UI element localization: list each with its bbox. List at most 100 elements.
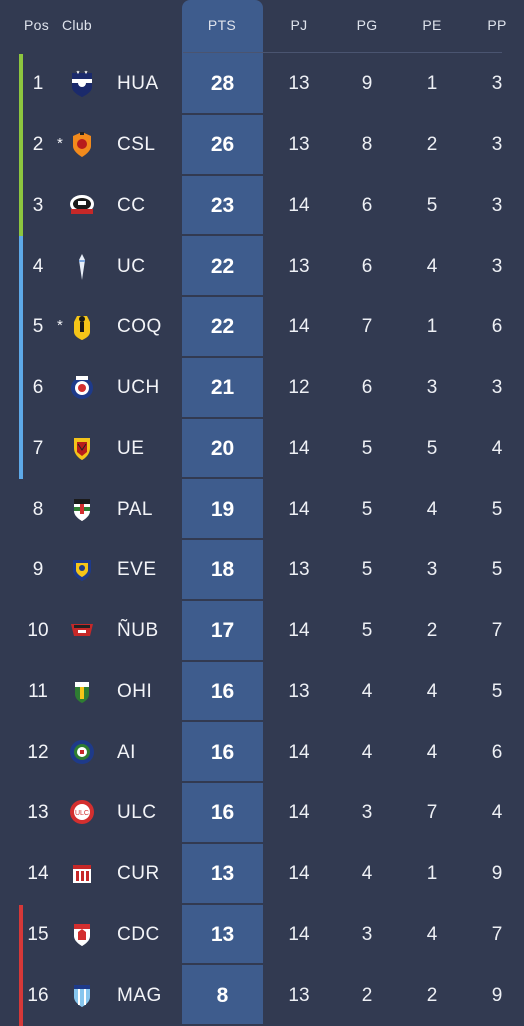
drawn-value: 2 [426, 984, 438, 1006]
drawn-value: 3 [426, 377, 438, 399]
header-pe[interactable]: PE [422, 17, 442, 33]
points-value: 19 [210, 497, 235, 521]
club-abbreviation: OHI [117, 680, 153, 702]
lost-value: 9 [491, 984, 503, 1006]
club-abbreviation: CC [117, 194, 146, 216]
drawn-value: 4 [426, 741, 438, 763]
won-value: 9 [361, 73, 373, 95]
header-pj[interactable]: PJ [290, 17, 308, 33]
points-value: 22 [210, 315, 235, 339]
colo-colo-crest-icon [68, 191, 96, 221]
huachipato-crest-icon [68, 69, 96, 99]
table-row[interactable]: 6 UCH 21 12 6 3 3 [0, 357, 524, 419]
table-row[interactable]: 10 ÑUB 17 14 5 2 7 [0, 601, 524, 662]
zone-indicator-blue [19, 297, 23, 358]
ohiggins-crest-icon [68, 677, 96, 707]
lost-value: 3 [491, 194, 503, 216]
table-row[interactable]: 12 AI 16 14 4 4 6 [0, 722, 524, 783]
header-pp[interactable]: PP [487, 17, 507, 33]
header-pts[interactable]: PTS [207, 17, 237, 33]
points-cell-separator [182, 355, 263, 358]
drawn-value: 4 [426, 680, 438, 702]
header-pos[interactable]: Pos [24, 17, 50, 33]
played-value: 14 [288, 437, 310, 459]
played-value: 13 [288, 73, 310, 95]
club-abbreviation: AI [117, 741, 136, 763]
magallanes-crest-icon [68, 981, 96, 1011]
club-abbreviation: CUR [117, 863, 160, 885]
zone-indicator-blue [19, 418, 23, 480]
union-la-calera-crest-icon: ULC [68, 798, 96, 828]
table-row[interactable]: 9 EVE 18 13 5 3 5 [0, 540, 524, 601]
points-cell-separator [182, 416, 263, 419]
club-abbreviation: UCH [117, 377, 160, 399]
points-value: 23 [210, 193, 235, 217]
played-value: 14 [288, 498, 310, 520]
position-number: 9 [32, 559, 44, 581]
table-row[interactable]: 1 HUA 28 13 9 1 3 [0, 54, 524, 115]
won-value: 6 [361, 377, 373, 399]
zone-indicator-blue [19, 236, 23, 297]
played-value: 14 [288, 923, 310, 945]
universidad-catolica-crest-icon [68, 252, 96, 282]
table-row[interactable]: 8 PAL 19 14 5 4 5 [0, 479, 524, 540]
position-number: 15 [27, 923, 49, 945]
won-value: 8 [361, 134, 373, 156]
position-number: 13 [27, 802, 49, 824]
table-row[interactable]: 14 CUR 13 14 4 1 9 [0, 844, 524, 905]
won-value: 5 [361, 620, 373, 642]
lost-value: 3 [491, 73, 503, 95]
table-header: Pos Club PTS PJ PG PE PP [0, 0, 524, 52]
table-row[interactable]: 7 UE 20 14 5 5 4 [0, 418, 524, 480]
svg-text:ULC: ULC [75, 810, 89, 817]
won-value: 4 [361, 741, 373, 763]
won-value: 6 [361, 194, 373, 216]
points-cell-separator [182, 902, 263, 905]
points-cell-separator [182, 781, 263, 783]
position-number: 5 [32, 316, 44, 338]
table-row[interactable]: 15 CDC 13 14 3 4 7 [0, 904, 524, 966]
played-value: 13 [288, 680, 310, 702]
position-number: 11 [28, 680, 48, 702]
nublense-crest-icon [68, 616, 96, 646]
lost-value: 7 [491, 923, 503, 945]
club-abbreviation: UC [117, 255, 146, 277]
position-number: 10 [27, 620, 49, 642]
position-number: 3 [32, 194, 44, 216]
played-value: 14 [288, 863, 310, 885]
played-value: 14 [288, 194, 310, 216]
asterisk-marker: * [57, 317, 63, 335]
played-value: 14 [288, 620, 310, 642]
club-abbreviation: EVE [117, 559, 157, 581]
points-cell-separator [182, 720, 263, 723]
position-number: 8 [32, 498, 44, 520]
header-pg[interactable]: PG [356, 17, 378, 33]
points-value: 16 [210, 740, 235, 764]
table-row[interactable]: 13 ULC ULC 16 14 3 7 4 [0, 783, 524, 844]
won-value: 7 [361, 316, 373, 338]
lost-value: 5 [491, 559, 503, 581]
lost-value: 6 [491, 316, 503, 338]
header-club[interactable]: Club [62, 17, 92, 33]
points-column-highlight [182, 0, 263, 1025]
table-row[interactable]: 3 CC 23 14 6 5 3 [0, 175, 524, 237]
played-value: 13 [288, 559, 310, 581]
palestino-crest-icon [68, 495, 96, 525]
asterisk-marker: * [57, 134, 63, 152]
table-row[interactable]: 5 * COQ 22 14 7 1 6 [0, 297, 524, 358]
points-value: 26 [210, 133, 235, 157]
lost-value: 5 [491, 498, 503, 520]
club-abbreviation: PAL [117, 498, 154, 520]
played-value: 14 [288, 802, 310, 824]
table-row[interactable]: 11 OHI 16 13 4 4 5 [0, 662, 524, 723]
standings-table: 1 HUA 28 13 9 1 3 2 * CSL 26 13 8 2 3 3 CC 23 14 6 5 3 4 UC 22 13… [0, 54, 524, 1026]
position-number: 12 [27, 741, 49, 763]
position-number: 1 [32, 73, 44, 95]
played-value: 13 [288, 984, 310, 1006]
table-row[interactable]: 2 * CSL 26 13 8 2 3 [0, 114, 524, 176]
table-row[interactable]: 4 UC 22 13 6 4 3 [0, 236, 524, 297]
points-value: 8 [216, 983, 229, 1007]
points-cell-separator [182, 173, 263, 176]
table-row[interactable]: 16 MAG 8 13 2 2 9 [0, 965, 524, 1026]
deportes-copiapo-crest-icon [68, 920, 96, 950]
